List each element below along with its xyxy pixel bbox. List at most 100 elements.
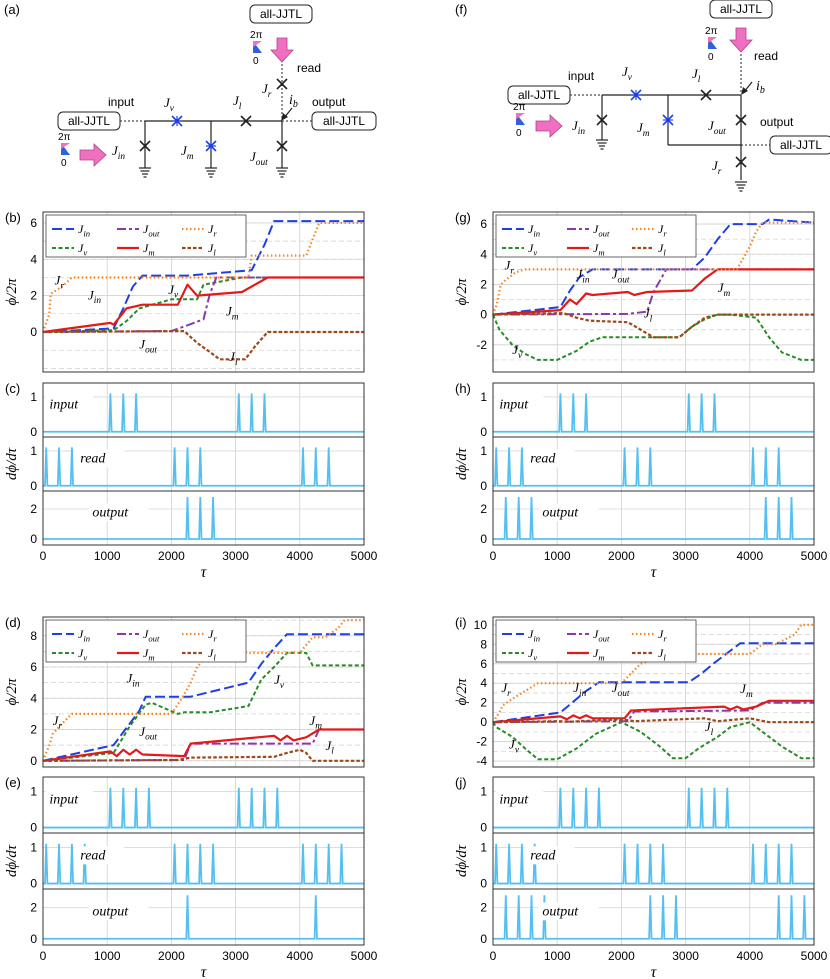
y-tick-label: 4 — [30, 691, 37, 705]
y-tick-label: 0 — [30, 425, 37, 439]
panel-label: (f) — [455, 2, 467, 17]
zero-label: 0 — [61, 158, 67, 169]
zero-label: 0 — [516, 128, 522, 139]
label-jv: Jv — [164, 95, 175, 114]
chart-c: 0 1 input 0 1 read 0 2 output 0 1000 2000 3000 4000 50… — [4, 381, 378, 581]
pulse-trace — [43, 895, 364, 940]
y-tick-label: 0 — [480, 932, 487, 946]
x-tick-label: 4000 — [286, 949, 313, 963]
pulse-trace — [43, 843, 364, 885]
annotation-j-l: Jl — [229, 349, 238, 368]
panel-label: (h) — [455, 381, 471, 396]
annotation-j-r: Jr — [505, 257, 515, 276]
circuit-a: (a) all-JJTL all-JJTL all-JJTL 2π 0 read input o… — [4, 2, 377, 178]
x-tick-label: 3000 — [672, 949, 699, 963]
row-label-output: output — [92, 505, 129, 520]
y-tick-label: 1 — [480, 840, 487, 854]
pulse-trace — [493, 787, 814, 829]
row-label-output: output — [92, 904, 129, 919]
row-background — [43, 777, 364, 833]
pulse-row-read: 0 1 read — [30, 436, 365, 493]
x-tick-label: 0 — [490, 549, 497, 563]
legend-entry: Jr — [208, 627, 217, 644]
y-tick-label: 8 — [30, 629, 37, 643]
legend-entry: Jin — [528, 627, 540, 644]
label-jin: Jin — [112, 143, 125, 162]
legend-entry: Jout — [143, 627, 160, 644]
series-line-j-m — [492, 268, 814, 316]
label-background — [538, 902, 599, 921]
label-jm: Jm — [181, 143, 194, 162]
y-tick-label: 8 — [480, 637, 487, 651]
annotation-j-v: Jv — [509, 736, 520, 755]
pulse-row-output: 0 2 output — [30, 490, 365, 546]
panel-label: (g) — [455, 210, 471, 225]
row-label-read: read — [530, 848, 556, 863]
row-label-input: input — [499, 792, 529, 807]
y-axis-label: ϕ/2π — [4, 678, 20, 705]
chart-i: -4 -2 0 2 4 6 8 10 Jr Jin Jout Jm Jl Jv Jin Jout Jr Jv Jm J… — [454, 615, 815, 768]
phase-icon — [253, 41, 262, 47]
pulse-row-input: 0 1 input — [30, 382, 365, 439]
legend-entry: Jout — [143, 222, 160, 239]
bias-arrowhead — [281, 113, 288, 121]
y-axis-label: ϕ/2π — [454, 278, 470, 305]
x-tick-label: 1000 — [544, 949, 571, 963]
x-axis-label: τ — [201, 564, 208, 581]
legend-box — [495, 619, 697, 663]
y-axis-label: dϕ/dτ — [4, 447, 20, 480]
series-line-j-out — [492, 701, 814, 724]
pulse-trace — [493, 496, 814, 540]
phase-icon — [708, 37, 717, 43]
series-line-j-l — [492, 717, 814, 724]
series-line-j-r — [41, 221, 364, 333]
label-jr: Jr — [262, 81, 272, 100]
two-pi-label: 2π — [705, 26, 718, 37]
y-axis-label: dϕ/dτ — [454, 447, 470, 480]
row-frame — [42, 888, 365, 946]
series-line-j-v — [42, 651, 364, 762]
series-line-j-r — [41, 619, 364, 762]
ib-label: ib — [289, 93, 298, 110]
row-background — [493, 777, 814, 833]
chart-j: 0 1 input 0 1 read 0 2 output 0 1000 2000 3000 4000 50… — [454, 775, 828, 979]
read-label: read — [754, 49, 778, 63]
y-tick-label: 2 — [480, 696, 487, 710]
legend-box — [45, 214, 247, 258]
row-label-input: input — [499, 397, 529, 412]
x-tick-label: 4000 — [736, 549, 763, 563]
y-tick-label: 2 — [480, 277, 487, 291]
y-axis-label: dϕ/dτ — [454, 844, 470, 877]
label-jl: Jl — [233, 93, 242, 112]
y-tick-label: 1 — [30, 390, 37, 404]
legend-entry: Jl — [658, 646, 666, 663]
annotation-j-out: Jout — [139, 336, 157, 355]
y-tick-label: 0 — [480, 715, 487, 729]
panel-label: (a) — [4, 2, 20, 17]
label-jout: Jout — [708, 118, 726, 137]
legend-entry: Jin — [78, 222, 90, 239]
x-tick-label: 2000 — [608, 549, 635, 563]
y-tick-label: 1 — [480, 390, 487, 404]
panel-label: (d) — [5, 615, 21, 630]
y-tick-label: 6 — [480, 217, 487, 231]
plot-frame — [492, 211, 815, 373]
pulse-row-output: 0 2 output — [480, 490, 815, 546]
jjtl-label: all-JJTL — [518, 88, 560, 102]
label-jout: Jout — [250, 149, 268, 168]
x-tick-label: 0 — [40, 949, 47, 963]
legend-entry: Jm — [143, 646, 155, 663]
legend-entry: Jin — [78, 627, 90, 644]
jjtl-box — [709, 0, 773, 19]
y-tick-label: 1 — [30, 444, 37, 458]
y-tick-label: 1 — [30, 784, 37, 798]
junction-stroke — [276, 140, 288, 152]
legend-entry: Jv — [78, 241, 87, 258]
y-tick-label: 0 — [30, 754, 37, 768]
annotation-j-m: Jm — [740, 681, 753, 700]
junction-stroke — [596, 114, 608, 126]
two-pi-label: 2π — [513, 102, 526, 113]
jjtl-label: all-JJTL — [68, 114, 110, 128]
